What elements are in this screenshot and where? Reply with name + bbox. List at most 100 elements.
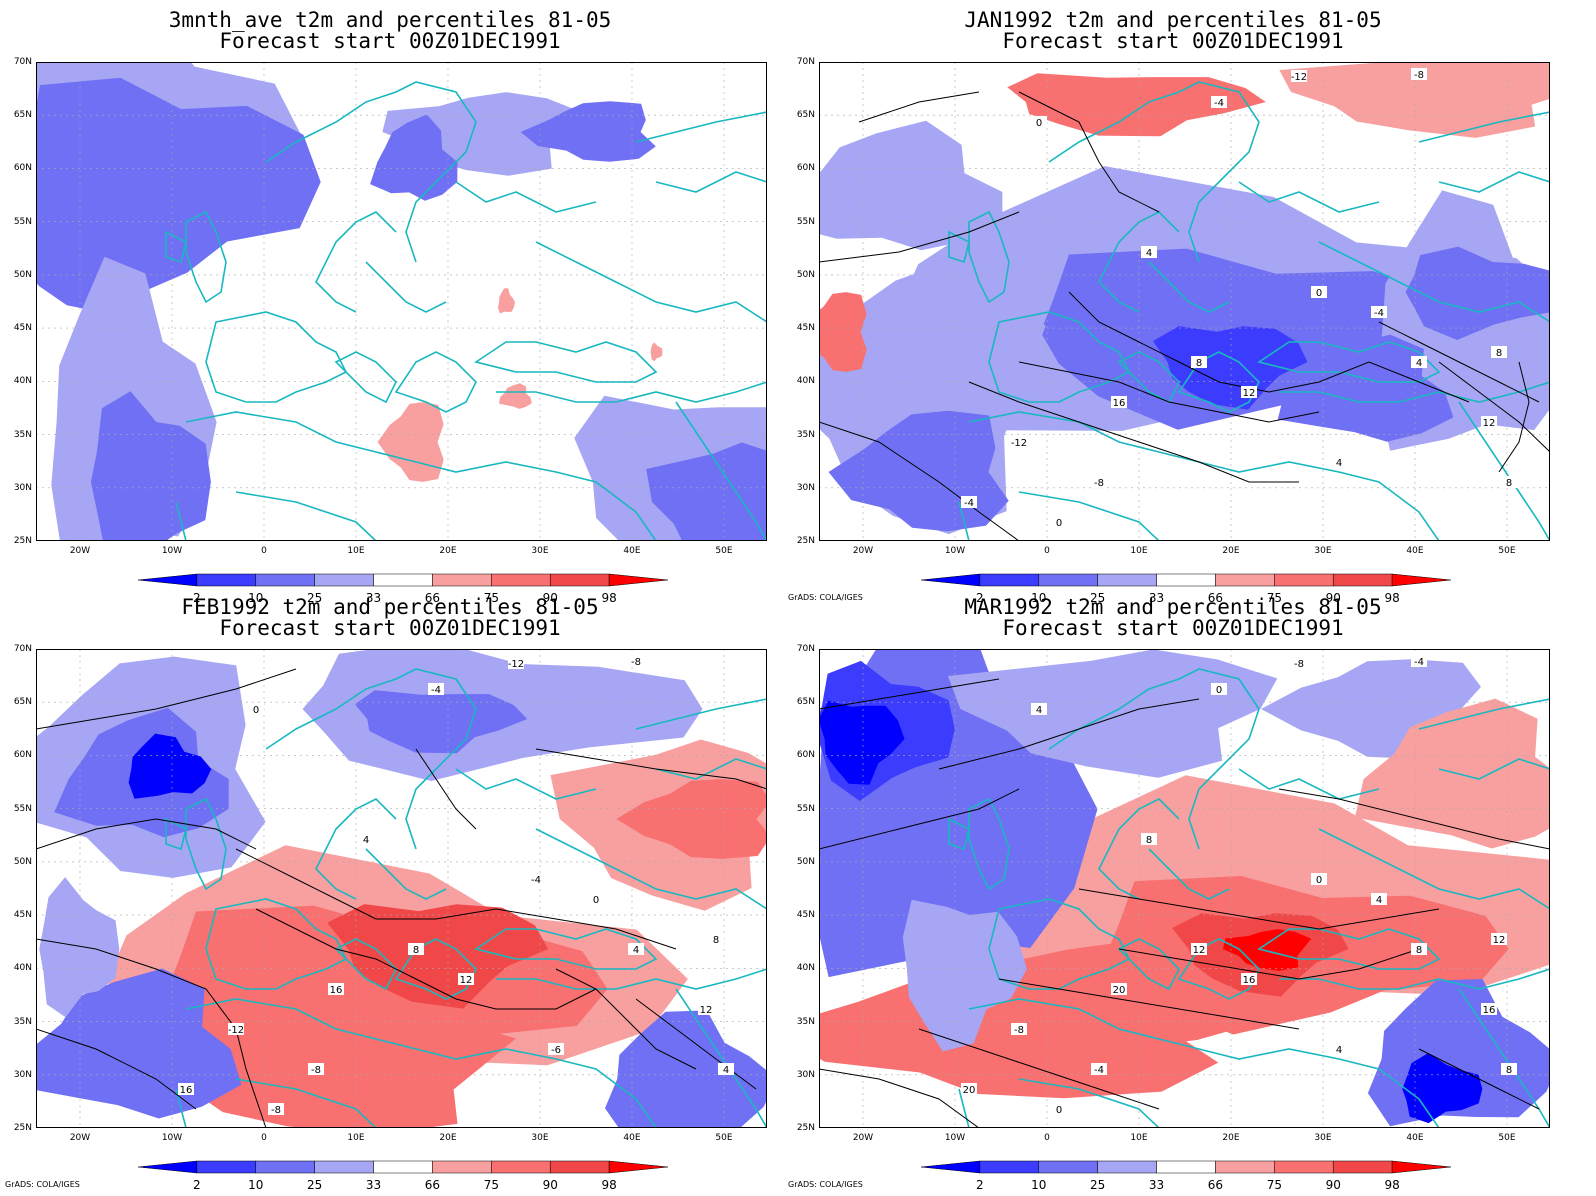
coastline [1238, 181, 1380, 213]
colorbar [921, 573, 1451, 587]
map-plot [36, 62, 767, 541]
contour-label: 12 [698, 1003, 714, 1016]
contour-label: -4 [1411, 655, 1427, 668]
colorbar-label: 2 [193, 1178, 201, 1192]
percentile-shading [646, 442, 767, 541]
colorbar-label: 98 [601, 1178, 617, 1192]
contour-label: 0 [1031, 116, 1047, 129]
colorbar-swatch [255, 1160, 315, 1174]
longitude-label: 40E [1406, 546, 1424, 556]
svg-text:4: 4 [363, 835, 369, 846]
contour-label: -12 [228, 1023, 244, 1036]
coastline [1257, 341, 1441, 383]
coastline [958, 501, 970, 541]
colorbar-swatch [196, 573, 257, 587]
latitude-label: 70N [796, 644, 815, 654]
coastline [496, 968, 767, 990]
latitude-label: 50N [13, 269, 32, 280]
map-frame [36, 62, 767, 541]
svg-text:4: 4 [1416, 358, 1422, 369]
svg-text:4: 4 [1336, 1045, 1342, 1056]
svg-text:-4: -4 [431, 685, 441, 696]
colorbar-swatch [314, 573, 374, 587]
colorbar-label: 98 [1384, 1178, 1400, 1192]
panel-title: JAN1992 t2m and percentiles 81-05 [964, 8, 1382, 32]
temperature-contour [819, 421, 1020, 541]
svg-text:-12: -12 [228, 1025, 244, 1036]
colorbar-swatch [432, 573, 492, 587]
temperature-contour [1118, 948, 1420, 980]
svg-text:-4: -4 [1214, 98, 1224, 109]
colorbar-swatch [608, 1160, 668, 1174]
svg-text:8: 8 [413, 945, 419, 956]
colorbar-swatch [255, 573, 315, 587]
longitude-label: 50E [1498, 546, 1516, 556]
contour-label: 12 [458, 973, 474, 986]
svg-text:0: 0 [253, 705, 259, 716]
longitude-label: 20W [69, 1133, 91, 1143]
latitude-label: 55N [13, 803, 32, 814]
credit-text: GrADS: COLA/IGES [788, 593, 863, 602]
latitude-label: 55N [796, 803, 815, 814]
svg-text:4: 4 [1036, 705, 1042, 716]
coastline [535, 828, 767, 910]
coastline [1018, 1078, 1160, 1128]
temperature-contour [235, 848, 677, 950]
percentile-shading [1405, 246, 1550, 340]
contour-label: -8 [1411, 68, 1427, 81]
temperature-contour [819, 788, 1020, 850]
coastline [988, 311, 1131, 403]
percentile-shading [819, 292, 867, 372]
coastline [1238, 768, 1380, 800]
longitude-label: 30E [531, 546, 549, 556]
colorbar-label: 33 [365, 591, 382, 605]
longitude-label: 30E [1314, 1133, 1332, 1143]
temperature-contour [1418, 1048, 1540, 1110]
temperature-contour [819, 1068, 980, 1128]
colorbar [138, 1160, 668, 1174]
coastline [165, 230, 187, 264]
latitude-label: 65N [13, 697, 32, 708]
svg-text:-12: -12 [1291, 72, 1307, 83]
contour-label: 16 [1111, 396, 1127, 409]
svg-text:4: 4 [1146, 248, 1152, 259]
coastline [1279, 381, 1550, 403]
longitude-label: 10W [944, 546, 966, 556]
percentile-shading [1007, 73, 1266, 137]
svg-text:0: 0 [1036, 118, 1042, 129]
temperature-contour [819, 678, 1000, 710]
coastline [265, 668, 477, 850]
temperature-contour [918, 1028, 1160, 1110]
contour-label: 0 [1051, 516, 1067, 529]
longitude-label: 10W [944, 1133, 966, 1143]
latitude-label: 65N [13, 110, 32, 121]
percentile-shading [819, 700, 905, 785]
colorbar-swatch [1274, 573, 1334, 587]
coastline [365, 848, 447, 900]
svg-text:0: 0 [1216, 685, 1222, 696]
colorbar-swatch [491, 1160, 551, 1174]
coastline [535, 241, 767, 323]
coastline [655, 171, 767, 193]
colorbar-swatch [1391, 573, 1451, 587]
colorbar-label: 25 [1090, 591, 1106, 605]
temperature-contour [858, 91, 980, 123]
latitude-label: 35N [796, 429, 815, 440]
temperature-contour [1438, 361, 1550, 453]
svg-text:-12: -12 [508, 659, 524, 670]
colorbar-label: 90 [1325, 591, 1341, 605]
contour-label: -4 [428, 683, 444, 696]
credit-text: GrADS: COLA/IGES [5, 1180, 80, 1189]
contour-label: -4 [528, 873, 544, 886]
contour-label: 4 [1031, 703, 1047, 716]
coastline [1148, 848, 1230, 900]
latitude-label: 45N [13, 910, 32, 921]
latitude-label: 65N [796, 697, 815, 708]
svg-text:-12: -12 [1011, 438, 1027, 449]
svg-text:12: 12 [1483, 418, 1496, 429]
colorbar-swatch [1156, 573, 1216, 587]
colorbar-label: 75 [483, 591, 499, 605]
colorbar-label: 10 [1031, 1178, 1047, 1192]
colorbar-label: 2 [193, 591, 201, 605]
colorbar-label: 25 [1090, 1178, 1106, 1192]
